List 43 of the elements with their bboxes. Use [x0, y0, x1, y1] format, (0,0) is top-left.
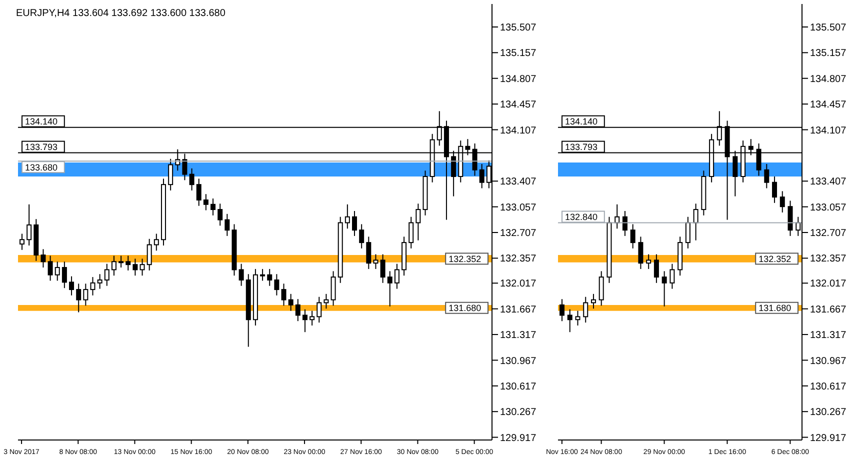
y-tick-label: 133.407 [500, 176, 537, 188]
y-tick-label: 130.967 [500, 356, 537, 367]
y-tick-label: 131.317 [810, 330, 847, 342]
ref-line-label: 133.680 [25, 162, 58, 172]
chart-title: EURJPY,H4 133.604 133.692 133.600 133.680 [16, 8, 226, 19]
ref-line-label: 134.140 [565, 116, 598, 127]
y-tick-label: 130.617 [500, 381, 537, 392]
y-tick-label: 134.457 [500, 100, 537, 111]
band-label: 131.680 [758, 303, 792, 314]
band-label: 132.352 [448, 254, 482, 264]
band-label: 131.680 [448, 303, 482, 314]
y-tick-label: 132.707 [500, 228, 537, 240]
y-tick-label: 134.807 [500, 74, 537, 85]
ref-line-label: 133.793 [25, 142, 58, 152]
y-tick-label: 135.157 [500, 48, 537, 60]
ref-line-label: 134.140 [25, 116, 58, 127]
y-tick-label: 134.107 [810, 125, 847, 136]
y-tick-label: 129.917 [810, 432, 847, 444]
y-tick-label: 132.707 [810, 228, 847, 240]
y-tick-label: 133.057 [500, 202, 537, 214]
y-tick-label: 131.317 [500, 330, 537, 342]
y-tick-label: 131.667 [500, 304, 537, 316]
y-tick-label: 131.667 [810, 304, 847, 316]
ref-line-label: 133.793 [565, 142, 598, 152]
y-tick-label: 132.017 [500, 278, 537, 290]
y-tick-label: 134.457 [810, 100, 847, 111]
y-tick-label: 132.357 [500, 254, 537, 265]
y-tick-label: 130.967 [810, 356, 847, 367]
y-tick-label: 132.357 [810, 254, 847, 265]
y-tick-label: 135.507 [500, 22, 537, 34]
y-tick-label: 130.267 [500, 407, 537, 418]
y-tick-label: 134.107 [500, 125, 537, 136]
y-tick-label: 132.017 [810, 278, 847, 290]
band-label: 132.352 [758, 254, 792, 264]
y-tick-label: 130.267 [810, 407, 847, 418]
y-tick-label: 130.617 [810, 381, 847, 392]
ref-line-label: 132.840 [565, 212, 598, 222]
y-tick-label: 133.057 [810, 202, 847, 214]
y-tick-label: 135.507 [810, 22, 847, 34]
y-tick-label: 129.917 [500, 432, 537, 444]
y-tick-label: 133.407 [810, 176, 847, 188]
y-tick-label: 134.807 [810, 74, 847, 85]
y-tick-label: 135.157 [810, 48, 847, 60]
